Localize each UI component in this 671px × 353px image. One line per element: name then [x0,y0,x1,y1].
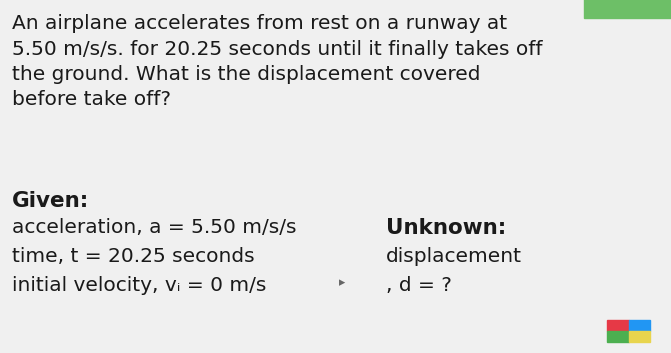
Text: initial velocity, vᵢ = 0 m/s: initial velocity, vᵢ = 0 m/s [12,276,266,295]
Text: , d = ?: , d = ? [386,276,452,295]
Text: ▸: ▸ [339,276,345,289]
Bar [629,331,650,342]
Text: Unknown:: Unknown: [386,218,506,238]
Text: displacement: displacement [386,247,522,266]
Text: Given:: Given: [12,191,89,211]
Text: 5.50 m/s/s. for 20.25 seconds until it finally takes off: 5.50 m/s/s. for 20.25 seconds until it f… [12,40,543,59]
Bar [584,0,671,18]
Text: before take off?: before take off? [12,90,171,109]
Bar [607,331,629,342]
Text: An airplane accelerates from rest on a runway at: An airplane accelerates from rest on a r… [12,14,507,33]
Text: acceleration, a = 5.50 m/s/s: acceleration, a = 5.50 m/s/s [12,218,297,237]
Text: time, t = 20.25 seconds: time, t = 20.25 seconds [12,247,255,266]
Bar [629,320,650,331]
Text: the ground. What is the displacement covered: the ground. What is the displacement cov… [12,65,480,84]
Bar [607,320,629,331]
